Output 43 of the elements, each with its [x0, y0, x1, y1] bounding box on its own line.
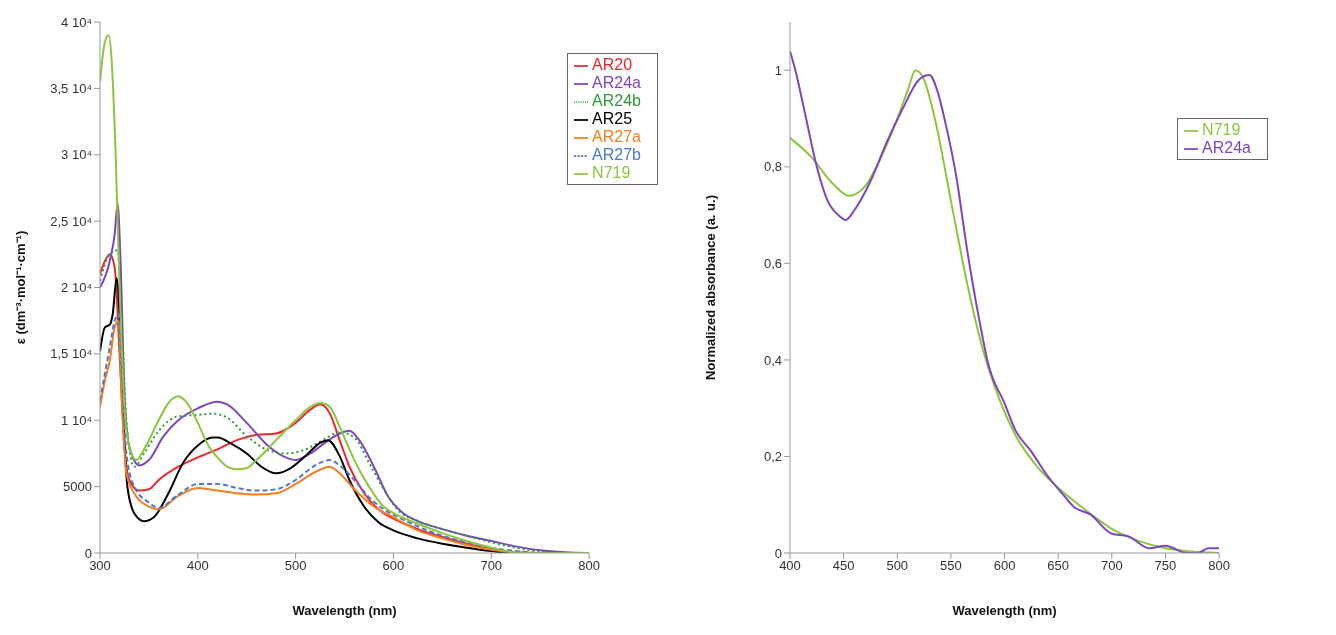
y-tick-label: 2 10⁴: [61, 280, 92, 296]
y-tick-label: 0: [774, 545, 782, 561]
x-tick-label: 400: [186, 558, 209, 574]
y-tick-label: 1,5 10⁴: [50, 346, 92, 362]
legend-label: AR20: [592, 56, 633, 73]
x-tick-label: 300: [89, 558, 111, 574]
x-tick-label: 750: [1154, 558, 1177, 574]
x-tick-label: 400: [779, 558, 801, 574]
legend-label: AR24b: [592, 92, 641, 109]
legend-label: AR27a: [592, 128, 641, 145]
x-tick-label: 600: [382, 558, 405, 574]
y-tick-label: 2,5 10⁴: [50, 213, 92, 229]
x-tick-label: 800: [1208, 558, 1230, 574]
y-tick-label: 4 10⁴: [61, 14, 92, 30]
y-tick-label: 0,6: [763, 255, 782, 271]
legend-label: AR24a: [592, 74, 641, 91]
y-tick-label: 1 10⁴: [61, 412, 92, 428]
legend-label: AR24a: [1202, 139, 1251, 156]
y-tick-label: 1: [774, 62, 782, 78]
legend-label: AR25: [592, 110, 633, 127]
y-tick-label: 3,5 10⁴: [50, 80, 92, 96]
x-tick-label: 450: [832, 558, 855, 574]
x-tick-label: 700: [1100, 558, 1123, 574]
x-tick-label: 700: [480, 558, 503, 574]
legend-label: AR27b: [592, 146, 641, 163]
x-axis-title: Wavelength (nm): [952, 603, 1057, 618]
x-tick-label: 650: [1047, 558, 1070, 574]
x-tick-label: 800: [578, 558, 600, 574]
y-tick-label: 0,8: [763, 159, 782, 175]
y-axis-title: ε (dm⁻³·mol⁻¹·cm⁻¹): [12, 230, 28, 345]
x-tick-label: 500: [284, 558, 307, 574]
x-tick-label: 550: [940, 558, 962, 574]
y-tick-label: 0: [84, 545, 92, 561]
legend-label: N719: [592, 164, 631, 181]
x-tick-label: 500: [886, 558, 909, 574]
y-tick-label: 3 10⁴: [61, 147, 92, 163]
y-axis-title: Normalized absorbance (a. u.): [702, 195, 718, 380]
y-tick-label: 5000: [63, 479, 92, 495]
y-tick-label: 0,2: [763, 449, 782, 465]
x-axis-title: Wavelength (nm): [292, 603, 397, 618]
y-tick-label: 0,4: [763, 352, 782, 368]
x-tick-label: 600: [993, 558, 1016, 574]
legend-label: N719: [1202, 121, 1241, 138]
